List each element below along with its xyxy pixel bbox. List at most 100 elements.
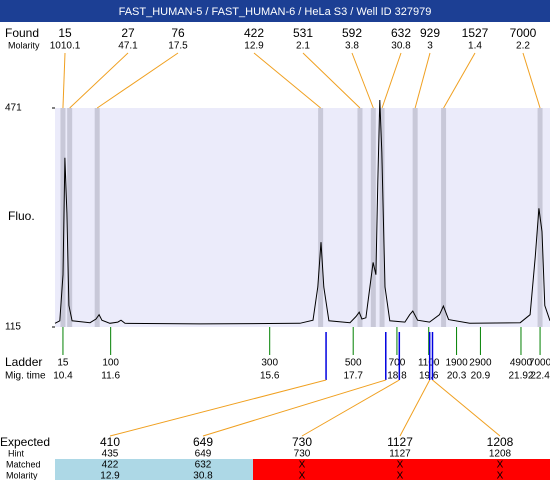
found-molarity: 1.4 (468, 41, 482, 52)
found-molarity: 47.1 (118, 41, 138, 52)
matched-size: X (299, 460, 306, 471)
found-molarity: 1010.1 (50, 41, 81, 52)
expected-size: 649 (193, 435, 213, 449)
ladder-time: 10.4 (53, 371, 73, 382)
expected-connector (432, 379, 501, 437)
matched-molarity: X (397, 471, 404, 480)
ladder-size: 300 (261, 358, 278, 369)
ladder-size: 2900 (469, 358, 492, 369)
peak-band (412, 108, 418, 327)
ladder-time: 20.9 (471, 371, 491, 382)
found-label: Found (5, 26, 39, 40)
peak-connector (522, 52, 541, 109)
found-size: 531 (293, 26, 313, 40)
ladder-size: 1900 (445, 358, 468, 369)
matched-molarity: X (299, 471, 306, 480)
ladder-size: 100 (102, 358, 119, 369)
peak-connector (302, 52, 361, 109)
ladder-time: 22.4 (530, 371, 550, 382)
found-molarity: 3 (427, 41, 433, 52)
molarity-label: Molarity (6, 470, 38, 480)
ladder-time: 17.7 (343, 371, 363, 382)
peak-connector (443, 52, 476, 109)
found-molarity-label: Molarity (8, 40, 40, 50)
peak-band (94, 108, 100, 327)
hint-size: 649 (195, 449, 212, 460)
expected-label: Expected (0, 435, 50, 449)
hint-label: Hint (8, 448, 25, 458)
found-size: 929 (420, 26, 440, 40)
peak-band (318, 108, 324, 327)
trace (54, 99, 550, 325)
ladder-size: 15 (57, 358, 69, 369)
found-size: 1527 (462, 26, 489, 40)
expected-connector (399, 379, 431, 437)
ladder-size: 7000 (529, 358, 550, 369)
title: FAST_HUMAN-5 / FAST_HUMAN-6 / HeLa S3 / … (119, 6, 432, 18)
expected-connector (109, 379, 327, 437)
mig-time-label: Mig. time (5, 371, 46, 382)
found-molarity: 12.9 (244, 41, 264, 52)
peak-connector (69, 52, 129, 109)
hint-size: 1208 (489, 449, 512, 460)
y-tick-label: 471 (5, 103, 22, 114)
expected-size: 410 (100, 435, 120, 449)
found-molarity: 3.8 (345, 41, 359, 52)
peak-connector (62, 52, 66, 109)
hint-size: 1127 (389, 449, 411, 460)
found-size: 27 (121, 26, 135, 40)
found-molarity: 17.5 (168, 41, 188, 52)
peak-band (60, 108, 66, 327)
matched-cell (55, 459, 253, 480)
matched-size: 422 (102, 460, 119, 471)
expected-connector (301, 379, 400, 437)
hint-size: 730 (294, 449, 311, 460)
plot-area (55, 108, 550, 327)
expected-size: 1127 (387, 435, 413, 449)
ladder-size: 700 (389, 358, 406, 369)
peak-band (357, 108, 363, 327)
peak-connector (414, 52, 431, 109)
peak-connector (96, 52, 179, 109)
found-size: 15 (58, 26, 72, 40)
title-bar (0, 0, 550, 22)
matched-molarity: 30.8 (193, 471, 213, 480)
expected-size: 730 (292, 435, 312, 449)
peak-connector (381, 52, 402, 109)
found-size: 592 (342, 26, 362, 40)
peak-band (67, 108, 73, 327)
ladder-time: 15.6 (260, 371, 280, 382)
matched-molarity: X (497, 471, 504, 480)
matched-size: 632 (195, 460, 212, 471)
ladder-time: 21.92 (508, 371, 533, 382)
ladder-label: Ladder (5, 355, 42, 369)
peak-connector (253, 52, 321, 109)
peak-band (379, 108, 385, 327)
found-size: 632 (391, 26, 411, 40)
peak-band (370, 108, 376, 327)
matched-label: Matched (6, 459, 41, 469)
y-tick-label: 115 (5, 322, 21, 333)
peak-connector (351, 52, 374, 109)
expected-size: 1208 (487, 435, 514, 449)
ladder-time: 11.6 (101, 371, 120, 382)
matched-size: X (497, 460, 504, 471)
found-molarity: 2.2 (516, 41, 530, 52)
ladder-time: 20.3 (447, 371, 467, 382)
found-size: 422 (244, 26, 264, 40)
hint-size: 435 (102, 449, 119, 460)
found-molarity: 2.1 (296, 41, 310, 52)
ladder-size: 500 (345, 358, 362, 369)
matched-size: X (397, 460, 404, 471)
matched-molarity: 12.9 (100, 471, 120, 480)
peak-band (441, 108, 447, 327)
found-molarity: 30.8 (391, 41, 411, 52)
expected-connector (202, 379, 386, 437)
found-size: 7000 (510, 26, 537, 40)
y-axis-label: Fluo. (8, 209, 35, 223)
ladder-size: 4900 (510, 358, 533, 369)
unmatched-cell (253, 459, 550, 480)
found-size: 76 (171, 26, 185, 40)
ladder-time: 18.8 (387, 371, 407, 382)
